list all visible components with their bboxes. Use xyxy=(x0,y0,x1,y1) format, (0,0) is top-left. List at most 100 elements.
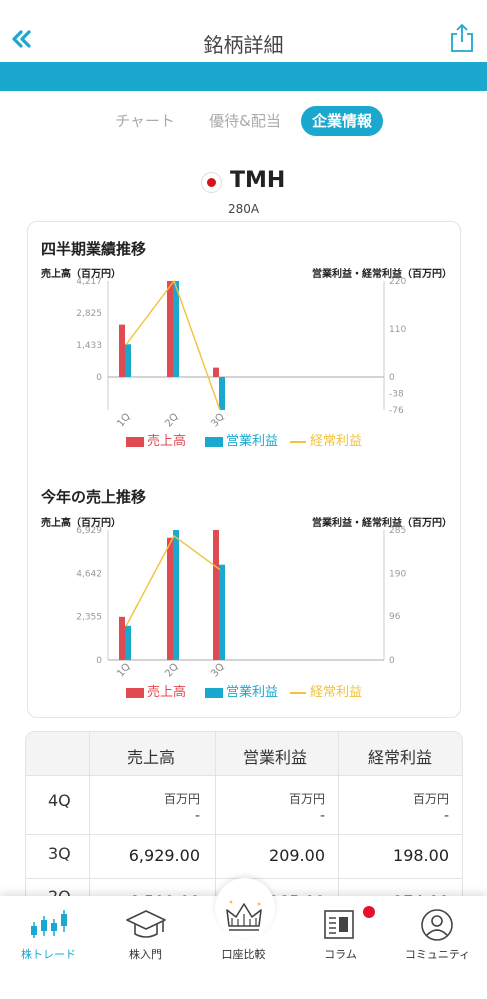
back-button[interactable] xyxy=(6,22,40,56)
notification-badge xyxy=(363,906,375,918)
bar-sales xyxy=(167,537,173,660)
table-cell-ordinary: - xyxy=(443,808,449,824)
bar-operating xyxy=(125,344,131,377)
legend-ordinary-line xyxy=(290,441,306,443)
bar-operating xyxy=(125,625,131,660)
stock-name: TMH xyxy=(230,168,286,193)
chart1-legend: 売上高 営業利益 経常利益 xyxy=(0,432,487,452)
x-tick-label: 1Q xyxy=(115,661,133,679)
legend-operating-swatch xyxy=(205,688,223,698)
bar-operating xyxy=(219,564,225,660)
nav-label: 口座比較 xyxy=(221,948,266,961)
nav-label: 株トレード xyxy=(21,948,76,961)
nav-center-bump xyxy=(215,878,275,938)
nav-label: コミュニティ xyxy=(404,948,471,961)
table-cell-operating: - xyxy=(319,808,325,824)
legend-operating-swatch xyxy=(205,437,223,447)
bar-sales xyxy=(167,281,173,377)
legend-sales: 売上高 xyxy=(147,685,187,700)
share-button[interactable] xyxy=(444,20,480,56)
newspaper-icon xyxy=(324,910,354,939)
table-cell-unit: 百万円 xyxy=(288,792,325,806)
legend-operating: 営業利益 xyxy=(226,434,279,449)
table-cell-unit: 百万円 xyxy=(163,792,200,806)
table-divider xyxy=(89,732,90,920)
nav-item-community[interactable]: コミュニティ xyxy=(389,896,486,976)
x-tick-label: 3Q xyxy=(209,411,227,429)
accent-bar xyxy=(0,62,487,91)
legend-ordinary: 経常利益 xyxy=(310,434,363,449)
bar-operating xyxy=(173,281,179,377)
nav-item-account-compare[interactable]: 口座比較 xyxy=(195,896,292,976)
table-divider xyxy=(26,834,462,835)
quarterly-chart: 4,217 2,825 1,433 0 220 110 0 -38 -76 1Q 2Q 3Q xyxy=(76,277,406,429)
nav-item-column[interactable]: コラム xyxy=(292,896,389,976)
charts-card xyxy=(27,221,461,718)
bar-sales xyxy=(119,616,125,660)
candlestick-chart-icon xyxy=(31,910,67,938)
left-tick-label: 1,433 xyxy=(76,341,102,351)
tab-bar: チャート 優待&配当 企業情報 xyxy=(0,106,487,138)
bar-operating xyxy=(173,530,179,660)
legend-ordinary-line xyxy=(290,692,306,694)
table-divider xyxy=(338,732,339,920)
legend-sales-swatch xyxy=(126,437,144,447)
double-chevron-left-icon xyxy=(12,30,31,48)
chart2-legend: 売上高 営業利益 経常利益 xyxy=(0,683,487,703)
tab-chart[interactable]: チャート xyxy=(115,112,175,130)
right-tick-label: 96 xyxy=(389,612,401,622)
right-tick-label: -38 xyxy=(389,390,404,400)
chart2-left-axis-title: 売上高（百万円） xyxy=(41,518,121,529)
user-circle-icon xyxy=(421,909,453,941)
bottom-nav: 株トレード 株入門 口座比較 コラム xyxy=(0,878,487,999)
legend-operating: 営業利益 xyxy=(226,685,279,700)
financials-table: 売上高 営業利益 経常利益 4Q 百万円 - 百万円 - 百万円 - 3Q 6,… xyxy=(25,731,463,921)
right-tick-label: 0 xyxy=(389,656,395,666)
line-ordinary xyxy=(125,534,221,627)
table-header-ordinary: 経常利益 xyxy=(368,748,433,767)
table-row-quarter: 3Q xyxy=(48,844,71,863)
x-tick-label: 2Q xyxy=(163,411,181,429)
bar-sales xyxy=(119,324,125,377)
x-tick-label: 2Q xyxy=(163,661,181,679)
table-cell-unit: 百万円 xyxy=(412,792,449,806)
tab-company-info[interactable]: 企業情報 xyxy=(301,106,383,136)
tab-benefits-dividend[interactable]: 優待&配当 xyxy=(209,112,281,130)
crown-icon xyxy=(226,900,262,931)
nav-item-beginner[interactable]: 株入門 xyxy=(97,896,194,976)
chart-title-annual-sales: 今年の売上推移 xyxy=(41,488,147,506)
legend-sales: 売上高 xyxy=(147,434,187,449)
table-cell-ordinary: 198.00 xyxy=(393,846,449,865)
chart2-right-axis-title: 営業利益・経常利益（百万円） xyxy=(312,518,452,529)
header: 銘柄詳細 xyxy=(0,0,487,62)
chart1-left-axis-title: 売上高（百万円） xyxy=(41,269,121,280)
nav-label: コラム xyxy=(324,948,357,961)
legend-ordinary: 経常利益 xyxy=(310,685,363,700)
table-row-quarter: 4Q xyxy=(48,791,71,810)
bar-operating xyxy=(219,377,225,410)
right-tick-label: -76 xyxy=(389,406,404,416)
bar-sales xyxy=(213,367,219,377)
right-tick-label: 190 xyxy=(389,569,406,579)
right-tick-label: 0 xyxy=(389,373,395,383)
left-tick-label: 0 xyxy=(96,373,102,383)
chart-title-quarterly: 四半期業績推移 xyxy=(41,240,147,258)
left-tick-label: 0 xyxy=(96,656,102,666)
table-cell-operating: 209.00 xyxy=(269,846,325,865)
table-cell-sales: 6,929.00 xyxy=(128,846,200,865)
nav-label: 株入門 xyxy=(129,948,162,961)
nav-item-stock-trade[interactable]: 株トレード xyxy=(0,896,97,976)
table-divider xyxy=(215,732,216,920)
table-header-sales: 売上高 xyxy=(127,748,176,767)
left-tick-label: 4,217 xyxy=(76,277,102,287)
x-tick-label: 3Q xyxy=(209,661,227,679)
x-tick-label: 1Q xyxy=(115,411,133,429)
left-tick-label: 4,642 xyxy=(76,569,102,579)
table-cell-sales: - xyxy=(194,808,200,824)
left-tick-label: 2,355 xyxy=(76,613,102,623)
left-tick-label: 2,825 xyxy=(76,309,102,319)
page-title: 銘柄詳細 xyxy=(203,33,284,57)
table-header-row xyxy=(26,732,462,776)
annual-sales-chart: 6,929 4,642 2,355 0 285 190 96 0 1Q 2Q 3Q xyxy=(76,526,406,679)
bar-sales xyxy=(213,530,219,660)
